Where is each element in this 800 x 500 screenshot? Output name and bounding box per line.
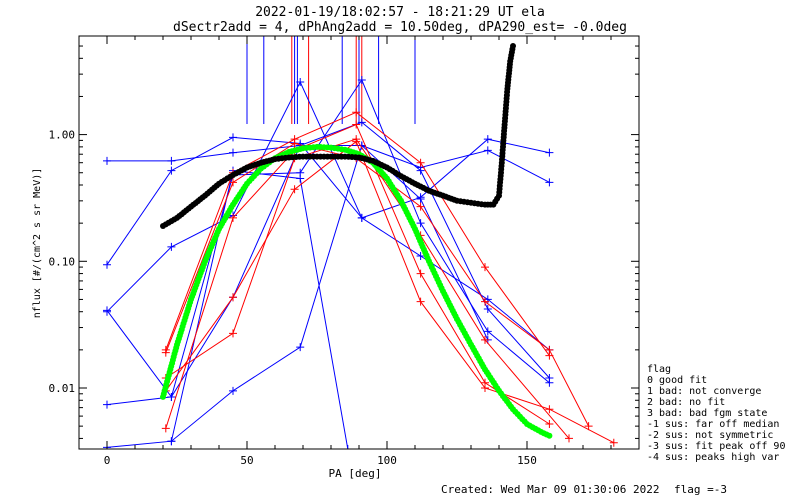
data-point — [545, 405, 554, 414]
data-point — [416, 195, 425, 204]
series-line — [165, 140, 615, 444]
x-tick-label: 0 — [104, 454, 111, 467]
x-tick-label: 50 — [240, 454, 253, 467]
data-point — [416, 297, 425, 306]
data-point — [103, 156, 111, 165]
data-point — [229, 293, 237, 302]
data-point — [416, 166, 425, 175]
data-point — [290, 139, 299, 148]
data-point — [161, 424, 170, 433]
fit-curves-group — [160, 43, 553, 439]
y-tick-label: 1.00 — [49, 129, 76, 142]
legend-item: 2 bad: no fit — [647, 397, 725, 408]
legend-title: flag — [647, 364, 671, 375]
data-point — [545, 148, 554, 157]
series-line — [106, 78, 550, 406]
series-line — [165, 111, 550, 356]
data-point — [481, 383, 489, 392]
data-point — [167, 437, 176, 446]
data-point — [416, 202, 425, 211]
data-point — [545, 419, 554, 428]
data-point — [609, 438, 618, 447]
x-axis-label: PA [deg] — [329, 467, 382, 480]
data-point — [483, 305, 492, 314]
data-point — [416, 269, 425, 278]
data-point — [357, 75, 366, 84]
series-line — [106, 136, 550, 265]
data-series-group — [103, 75, 618, 449]
data-point — [481, 335, 489, 344]
data-point — [229, 148, 237, 157]
legend-item: 1 bad: not converge — [647, 386, 761, 397]
data-point — [584, 422, 593, 431]
series-line — [170, 170, 349, 449]
chart-title: 2022-01-19/18:02:57 - 18:21:29 UT ela — [255, 5, 545, 20]
y-axis-label: nflux [#/(cm^2 s sr MeV)] — [32, 168, 43, 319]
data-point — [167, 156, 176, 165]
data-point — [357, 118, 366, 127]
chart-subtitle: dSectr2add = 4, dPhAng2add = 10.50deg, d… — [173, 20, 627, 35]
data-point — [296, 78, 305, 87]
data-point — [545, 378, 554, 387]
data-point — [103, 260, 111, 269]
data-point — [161, 348, 170, 357]
data-point — [483, 327, 492, 336]
data-point — [545, 178, 554, 187]
data-point — [416, 252, 425, 261]
y-tick-label: 0.01 — [49, 382, 76, 395]
data-point — [483, 135, 492, 144]
x-tick-label: 150 — [517, 454, 537, 467]
data-point — [481, 263, 489, 272]
legend: flag 0 good fit 1 bad: not converge 2 ba… — [647, 364, 785, 463]
created-timestamp: Created: Wed Mar 09 01:30:06 2022 — [441, 483, 660, 496]
legend-item: -4 sus: peaks high var — [647, 452, 779, 463]
black-fit-curve — [160, 43, 516, 229]
data-point — [343, 445, 352, 449]
data-point — [296, 343, 305, 352]
legend-item: 3 bad: bad fgm state — [647, 408, 767, 419]
series-line — [165, 138, 570, 439]
data-point — [296, 174, 305, 183]
data-point — [229, 133, 237, 142]
data-point — [229, 213, 237, 222]
series-line — [106, 80, 550, 351]
data-point — [565, 434, 573, 443]
flag-value: flag =-3 — [674, 483, 727, 496]
data-point — [352, 108, 361, 117]
legend-item: -2 sus: not symmetric — [647, 430, 773, 441]
data-point — [352, 135, 361, 144]
data-point — [416, 158, 425, 167]
data-point — [167, 242, 176, 251]
green-fit-curve — [160, 143, 553, 439]
legend-item: -1 sus: far off median — [647, 419, 779, 430]
data-point — [481, 297, 489, 306]
fit-dot — [510, 43, 516, 50]
data-point — [290, 185, 299, 194]
data-point — [103, 400, 111, 409]
data-point — [545, 345, 554, 354]
data-point — [229, 386, 237, 395]
data-point — [103, 306, 111, 315]
axes-group: 0 50 100 150 0.01 0.10 1.00 — [49, 35, 639, 467]
data-point — [167, 392, 176, 401]
x-tick-label: 100 — [377, 454, 397, 467]
fit-dot — [546, 432, 553, 439]
data-point — [416, 219, 425, 228]
data-point — [483, 146, 492, 155]
data-point — [167, 166, 176, 175]
vertical-marker-lines — [246, 36, 416, 124]
data-point — [352, 120, 361, 129]
y-tick-label: 0.10 — [49, 255, 76, 268]
data-point — [229, 178, 237, 187]
legend-item: 0 good fit — [647, 375, 707, 386]
legend-item: -3 sus: fit peak off 90 — [647, 441, 785, 452]
data-point — [229, 329, 237, 338]
data-point — [357, 213, 366, 222]
